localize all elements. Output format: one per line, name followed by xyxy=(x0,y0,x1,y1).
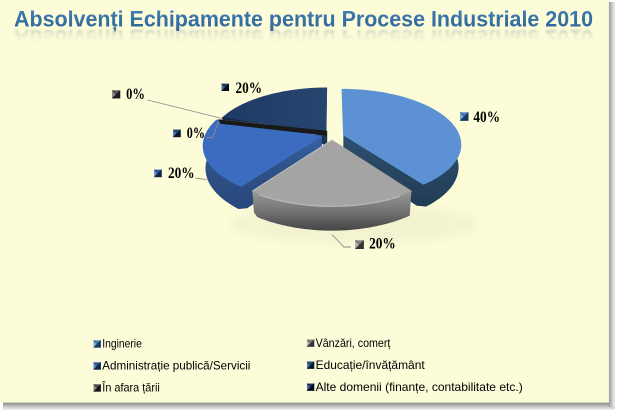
svg-text:Alte domenii (finanțe, contabi: Alte domenii (finanțe, contabilitate etc… xyxy=(316,380,523,394)
svg-text:Inginerie: Inginerie xyxy=(102,337,142,351)
svg-text:Educație/învățământ: Educație/învățământ xyxy=(316,358,426,372)
svg-text:Vânzări, comerț: Vânzări, comerț xyxy=(316,336,391,350)
svg-text:20%: 20% xyxy=(236,80,263,97)
svg-text:20%: 20% xyxy=(369,235,396,252)
svg-text:În afara țării: În afara țării xyxy=(101,380,159,395)
svg-text:0%: 0% xyxy=(187,125,205,142)
svg-text:Absolvenți Echipamente pentru: Absolvenți Echipamente pentru Procese In… xyxy=(14,7,593,32)
svg-text:40%: 40% xyxy=(473,109,500,126)
svg-text:Absolvenți Echipamente pentru: Absolvenți Echipamente pentru Procese In… xyxy=(14,25,593,50)
svg-text:0%: 0% xyxy=(126,86,145,103)
svg-text:20%: 20% xyxy=(168,165,195,182)
svg-text:Administrație publică/Servicii: Administrație publică/Servicii xyxy=(102,359,250,373)
